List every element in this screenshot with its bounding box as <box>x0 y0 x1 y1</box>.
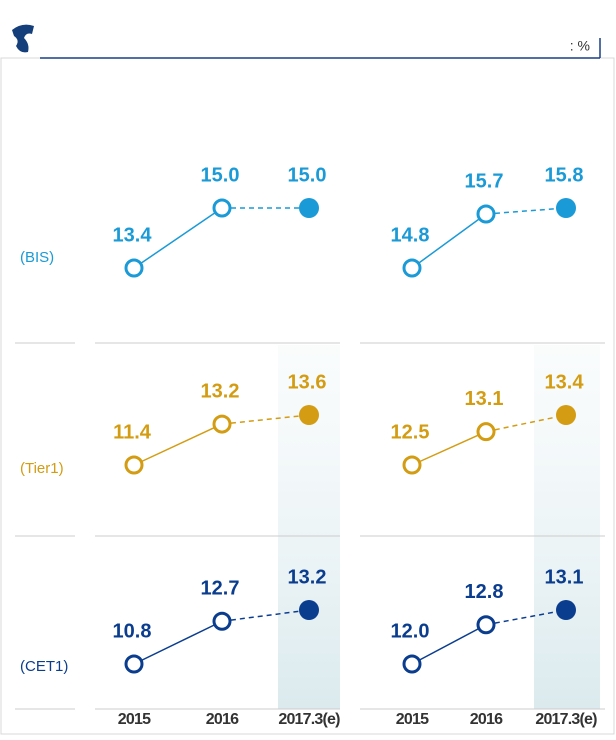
value-label: 10.8 <box>113 620 152 642</box>
data-point <box>476 422 496 442</box>
data-point <box>299 198 319 218</box>
value-label: 13.2 <box>288 566 327 588</box>
x-tick-label: 2015 <box>118 711 151 728</box>
value-label: 12.8 <box>465 581 504 603</box>
line-segment <box>411 430 487 466</box>
value-label: 15.0 <box>201 164 240 186</box>
data-point <box>402 258 422 278</box>
data-point <box>476 204 496 224</box>
line-forecast <box>485 414 567 433</box>
row-label: (CET1) <box>20 658 68 675</box>
line-segment <box>133 423 223 466</box>
value-label: 13.6 <box>288 371 327 393</box>
value-label: 13.4 <box>113 224 153 246</box>
data-point <box>476 615 496 635</box>
line-forecast <box>485 609 567 626</box>
x-tick-label: 2016 <box>470 711 503 728</box>
value-label: 12.7 <box>201 578 240 600</box>
x-tick-label: 2017.3(e) <box>278 711 340 728</box>
value-label: 13.1 <box>545 566 584 588</box>
value-label: 11.4 <box>113 421 152 443</box>
value-label: 15.7 <box>465 170 504 192</box>
data-point <box>299 405 319 425</box>
estimate-shade <box>278 345 340 709</box>
estimate-shade <box>534 345 600 709</box>
separators <box>15 342 605 710</box>
value-label: 12.5 <box>391 421 430 443</box>
x-tick-label: 2017.3(e) <box>535 711 597 728</box>
value-label: 12.0 <box>391 620 430 642</box>
line-segment <box>133 207 223 269</box>
logo-icon <box>12 24 34 53</box>
data-point <box>556 600 576 620</box>
line-segment <box>133 620 223 665</box>
data-point <box>299 600 319 620</box>
line-segment <box>411 624 487 665</box>
data-point <box>124 258 144 278</box>
row-label: (BIS) <box>20 249 54 266</box>
data-point <box>124 455 144 475</box>
data-point <box>402 654 422 674</box>
line-segment <box>411 213 487 269</box>
x-tick-label: 2016 <box>206 711 239 728</box>
value-label: 15.0 <box>288 164 327 186</box>
value-label: 15.8 <box>545 164 584 186</box>
value-label: 13.4 <box>545 371 585 393</box>
data-point <box>212 611 232 631</box>
line-forecast <box>221 414 310 425</box>
data-point <box>402 455 422 475</box>
unit-label: : % <box>570 38 590 54</box>
line-forecast <box>485 207 567 215</box>
data-point <box>212 414 232 434</box>
value-label: 13.2 <box>201 380 240 402</box>
row-label: (Tier1) <box>20 460 64 477</box>
data-point <box>556 405 576 425</box>
line-forecast <box>221 609 310 622</box>
data-point <box>556 198 576 218</box>
data-point <box>212 198 232 218</box>
value-label: 14.8 <box>391 224 430 246</box>
value-label: 13.1 <box>465 388 504 410</box>
data-point <box>124 654 144 674</box>
x-tick-label: 2015 <box>396 711 429 728</box>
